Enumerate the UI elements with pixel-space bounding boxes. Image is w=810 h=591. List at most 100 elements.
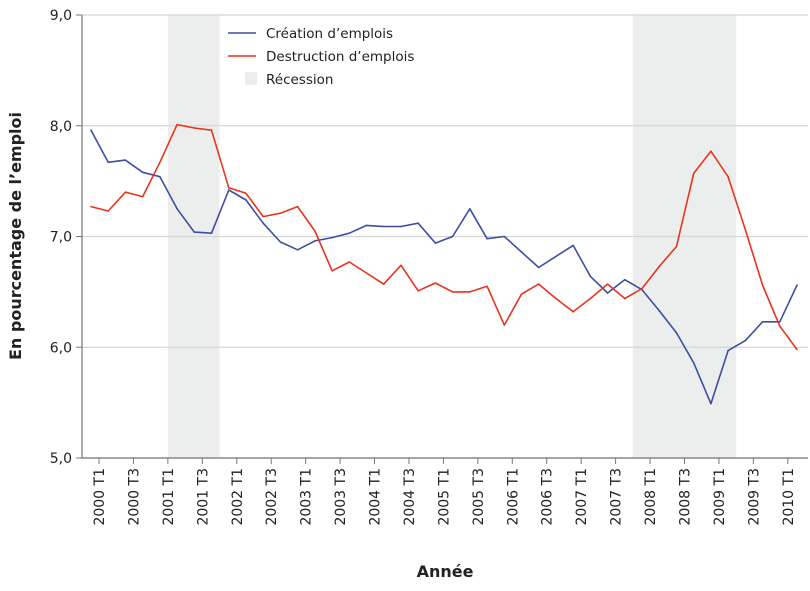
data-point [296,205,299,208]
data-point [296,248,299,251]
data-point [245,199,247,201]
data-point [176,208,178,210]
x-tick-label: 2007 T3 [609,468,625,526]
legend: Création d’emplois Destruction d’emplois… [228,26,414,88]
x-tick-label: 2005 T1 [436,468,452,526]
data-point [314,240,316,242]
data-point [382,283,385,285]
data-point [744,229,747,231]
data-point [210,129,213,131]
data-point [262,215,265,218]
data-point [727,349,729,352]
data-point [555,297,557,300]
data-point [400,264,402,267]
data-point [193,127,196,129]
data-point [365,272,368,274]
y-axis-title: En pourcentage de l’emploi [6,112,25,360]
data-point [417,289,419,292]
data-point [331,270,333,272]
data-point [624,278,626,281]
y-tick-label: 5,0 [50,451,72,467]
data-point [503,235,506,238]
data-point [520,293,523,295]
x-tick-label: 2001 T3 [195,468,211,526]
data-point [606,292,609,294]
series-line-1 [90,123,798,350]
data-point [692,172,695,175]
axes [81,15,808,464]
data-point [348,261,351,263]
y-tick-label: 9,0 [50,8,72,24]
data-point [365,224,368,227]
data-point [589,297,592,300]
x-tick-label: 2001 T1 [161,468,177,526]
x-tick-label: 2005 T3 [471,468,487,526]
data-point [761,320,764,323]
data-point [727,175,729,178]
data-point [141,171,144,174]
data-point [675,332,678,334]
data-point [469,291,471,293]
legend-label-creation: Création d’emplois [266,26,393,42]
data-point [176,123,178,126]
data-point [761,284,764,287]
x-tick-label: 2009 T1 [712,468,728,526]
data-point [555,255,557,258]
data-point [606,283,609,285]
data-point [210,232,213,234]
x-tick-label: 2006 T3 [540,468,556,526]
data-point [107,210,110,212]
data-point [451,291,454,293]
data-point [434,282,437,284]
data-point [279,241,282,243]
x-tick-labels: 2000 T1 2000 T3 2001 T1 2001 T3 2002 T1 2002 … [92,468,797,526]
data-point [641,287,643,290]
x-tick-label: 2008 T1 [643,468,659,526]
x-tick-label: 2002 T1 [230,468,246,526]
x-tick-label: 2004 T3 [402,468,418,526]
data-point [572,244,574,247]
x-tick-label: 2007 T1 [574,468,590,526]
x-tick-label: 2009 T3 [746,468,762,526]
data-point [245,192,247,195]
data-point [744,339,747,342]
data-point [193,231,196,233]
data-point [779,320,781,323]
y-tick-label: 6,0 [50,340,72,356]
data-point [486,285,488,288]
data-point [314,230,316,232]
data-point [469,208,471,210]
data-point [159,175,161,178]
data-point [382,225,385,228]
data-point [417,222,419,225]
data-point [262,222,265,225]
data-point [486,237,488,240]
data-point [779,325,781,328]
legend-label-recession: Récession [266,72,333,88]
data-point [124,159,127,161]
data-point [572,311,574,313]
x-tick-label: 2010 T1 [781,468,797,526]
data-point [279,212,282,215]
data-point [710,150,712,153]
series-line-0 [90,129,798,405]
data-point [90,129,92,131]
data-point [692,361,695,364]
legend-swatch-recession [245,72,257,85]
data-point [537,283,540,285]
data-point [796,284,798,287]
x-tick-label: 2003 T1 [299,468,315,526]
x-tick-label: 2004 T1 [368,468,384,526]
y-tick-label: 7,0 [50,230,72,246]
data-point [331,236,333,239]
x-tick-label: 2003 T3 [333,468,349,526]
data-point [658,265,661,268]
data-point [348,232,351,234]
data-point [107,161,110,164]
y-tick-labels: 5,0 6,0 7,0 8,0 9,0 [50,8,72,467]
x-tick-label: 2000 T1 [92,468,108,526]
x-tick-label: 2008 T3 [677,468,693,526]
data-point [675,245,678,248]
legend-label-destruction: Destruction d’emplois [266,49,414,65]
